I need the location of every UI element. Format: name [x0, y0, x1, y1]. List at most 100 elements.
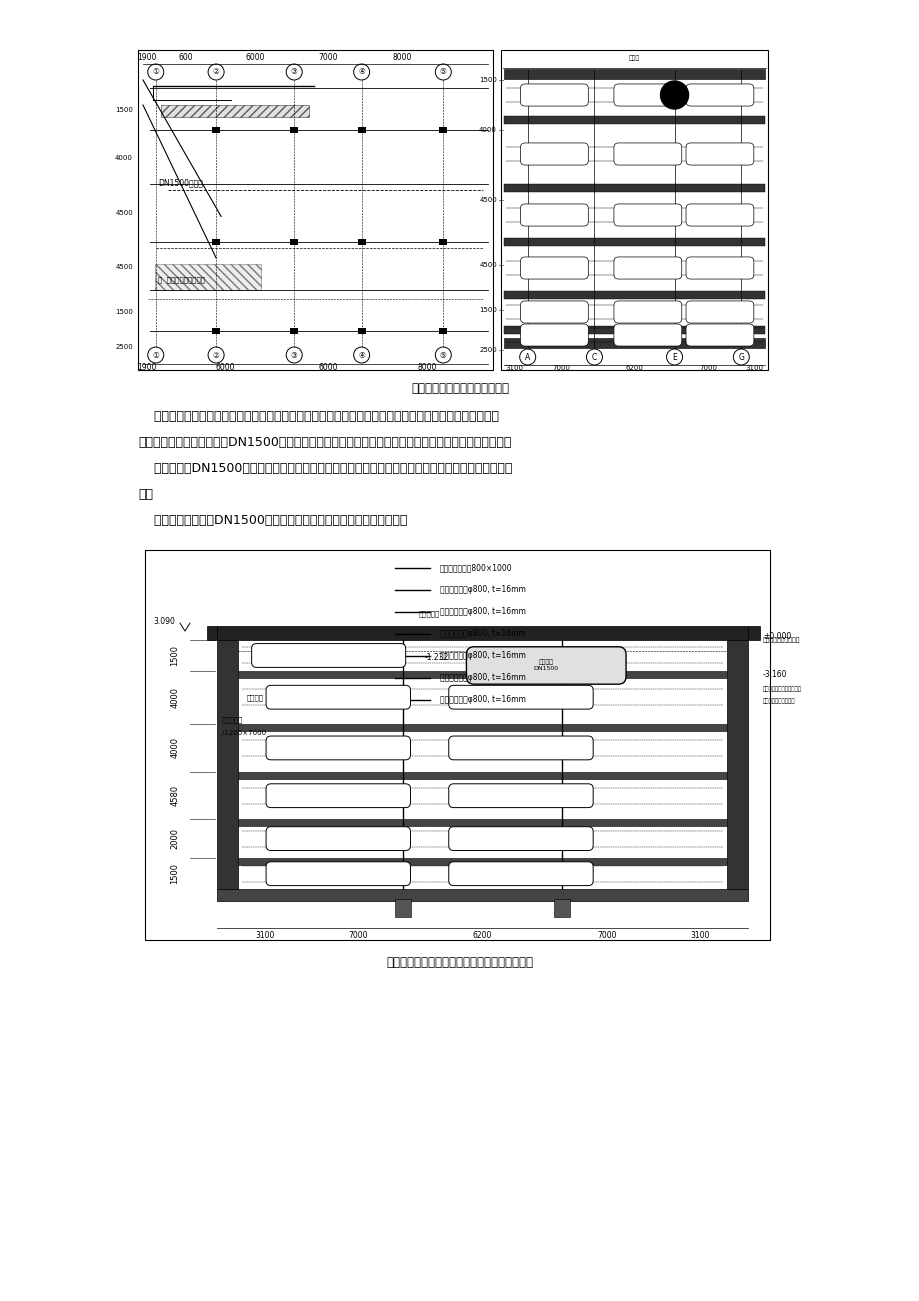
Bar — [145, 550, 769, 941]
FancyBboxPatch shape — [686, 85, 753, 107]
FancyBboxPatch shape — [466, 647, 626, 684]
Bar — [238, 820, 726, 826]
FancyBboxPatch shape — [448, 861, 593, 886]
FancyBboxPatch shape — [520, 85, 587, 107]
Text: 根据对该管线的深入调查，结合明挖停车线基坑施工完成状态、周边建筑构筑物、管线及其它环境情况，: 根据对该管线的深入调查，结合明挖停车线基坑施工完成状态、周边建筑构筑物、管线及其… — [138, 410, 498, 423]
FancyBboxPatch shape — [613, 301, 681, 323]
Bar — [439, 328, 447, 334]
Text: 停止施工处: 停止施工处 — [418, 610, 439, 618]
Bar — [439, 127, 447, 133]
Text: 1900: 1900 — [137, 52, 156, 61]
Bar — [504, 183, 765, 193]
Text: 7000: 7000 — [698, 366, 716, 371]
Text: 4580: 4580 — [170, 785, 179, 807]
Text: 1500: 1500 — [115, 107, 133, 113]
Bar — [747, 626, 759, 640]
Text: 3100: 3100 — [505, 366, 523, 371]
Text: 备板（普换水平方结构板）: 备板（普换水平方结构板） — [762, 686, 801, 692]
Text: 第三道撑钢管φ800, t=16mm: 第三道撑钢管φ800, t=16mm — [439, 630, 526, 639]
Bar — [161, 105, 309, 117]
Bar — [217, 890, 747, 902]
Bar — [212, 127, 220, 133]
Text: 1900: 1900 — [137, 363, 156, 372]
FancyBboxPatch shape — [686, 324, 753, 346]
Text: 第五道撑钢管φ800, t=16mm: 第五道撑钢管φ800, t=16mm — [439, 652, 526, 661]
FancyBboxPatch shape — [252, 644, 405, 667]
Text: -3.160: -3.160 — [762, 670, 787, 679]
Bar — [154, 264, 261, 290]
Text: 7000: 7000 — [347, 930, 367, 939]
Bar — [504, 327, 765, 334]
Text: 3.090: 3.090 — [153, 617, 175, 626]
Bar — [504, 69, 765, 79]
Text: 因此针对该DN1500换水管的情况，对明挖停车线围护结构及主体结构进行变更，对该管道进行原位保: 因此针对该DN1500换水管的情况，对明挖停车线围护结构及主体结构进行变更，对该… — [138, 462, 512, 475]
Text: 600: 600 — [178, 52, 193, 61]
Bar — [212, 328, 220, 334]
Bar — [439, 239, 447, 245]
Bar — [726, 640, 747, 890]
Bar — [217, 626, 747, 640]
FancyBboxPatch shape — [266, 861, 410, 886]
Text: 1500: 1500 — [479, 307, 496, 314]
FancyBboxPatch shape — [613, 85, 681, 107]
Text: 4000: 4000 — [170, 738, 179, 758]
Text: ⑤: ⑤ — [439, 350, 447, 359]
FancyBboxPatch shape — [520, 324, 587, 346]
Text: 换水管与明挖停车线的位置关系: 换水管与明挖停车线的位置关系 — [411, 381, 508, 394]
Text: 6000: 6000 — [318, 363, 337, 372]
Bar — [357, 328, 365, 334]
Text: A: A — [525, 353, 529, 362]
Text: 4500: 4500 — [115, 264, 133, 271]
FancyBboxPatch shape — [266, 686, 410, 709]
Text: 1500: 1500 — [170, 863, 179, 885]
Text: 4500: 4500 — [479, 196, 496, 203]
FancyBboxPatch shape — [448, 736, 593, 760]
Bar — [289, 328, 298, 334]
Text: ②: ② — [212, 350, 220, 359]
Text: 换水换水
DN1500: 换水换水 DN1500 — [533, 660, 558, 671]
Text: ③: ③ — [290, 68, 298, 77]
Bar — [212, 239, 220, 245]
Text: 6200: 6200 — [472, 930, 492, 939]
FancyBboxPatch shape — [613, 258, 681, 278]
Text: 6200: 6200 — [625, 366, 642, 371]
Text: 3100: 3100 — [744, 366, 763, 371]
Text: 变更主体结构后，DN1500换水管与明挖停车线的主体结构关系如下：: 变更主体结构后，DN1500换水管与明挖停车线的主体结构关系如下： — [138, 514, 407, 527]
Bar — [238, 859, 726, 865]
Text: ④: ④ — [357, 68, 365, 77]
Bar — [504, 338, 765, 347]
Bar — [238, 671, 726, 678]
Text: 7000: 7000 — [318, 52, 337, 61]
Text: 7000: 7000 — [551, 366, 570, 371]
Text: 2000: 2000 — [170, 829, 179, 850]
Text: ⑤: ⑤ — [439, 68, 447, 77]
Bar — [501, 49, 767, 369]
Text: ③: ③ — [290, 350, 298, 359]
Text: -1.232: -1.232 — [425, 653, 448, 662]
Bar — [504, 116, 765, 124]
Text: 盖板上面层: 盖板上面层 — [221, 717, 243, 723]
Bar — [357, 127, 365, 133]
Text: E: E — [672, 353, 676, 362]
FancyBboxPatch shape — [686, 204, 753, 226]
FancyBboxPatch shape — [448, 826, 593, 851]
Bar — [504, 238, 765, 246]
FancyBboxPatch shape — [266, 783, 410, 808]
FancyBboxPatch shape — [520, 204, 587, 226]
Text: ②: ② — [212, 68, 220, 77]
Text: 变更范围: 变更范围 — [247, 693, 264, 700]
Bar — [394, 899, 411, 917]
Bar — [357, 239, 365, 245]
Text: 4500: 4500 — [479, 262, 496, 268]
Bar — [504, 291, 765, 299]
FancyBboxPatch shape — [266, 736, 410, 760]
Text: 底板厚度（放上心）基: 底板厚度（放上心）基 — [762, 699, 795, 704]
Text: G: G — [738, 353, 743, 362]
FancyBboxPatch shape — [266, 826, 410, 851]
FancyBboxPatch shape — [520, 143, 587, 165]
FancyBboxPatch shape — [613, 324, 681, 346]
Text: 2500: 2500 — [479, 347, 496, 353]
Bar — [289, 239, 298, 245]
FancyBboxPatch shape — [448, 686, 593, 709]
Text: 换水管: 换水管 — [628, 55, 639, 61]
